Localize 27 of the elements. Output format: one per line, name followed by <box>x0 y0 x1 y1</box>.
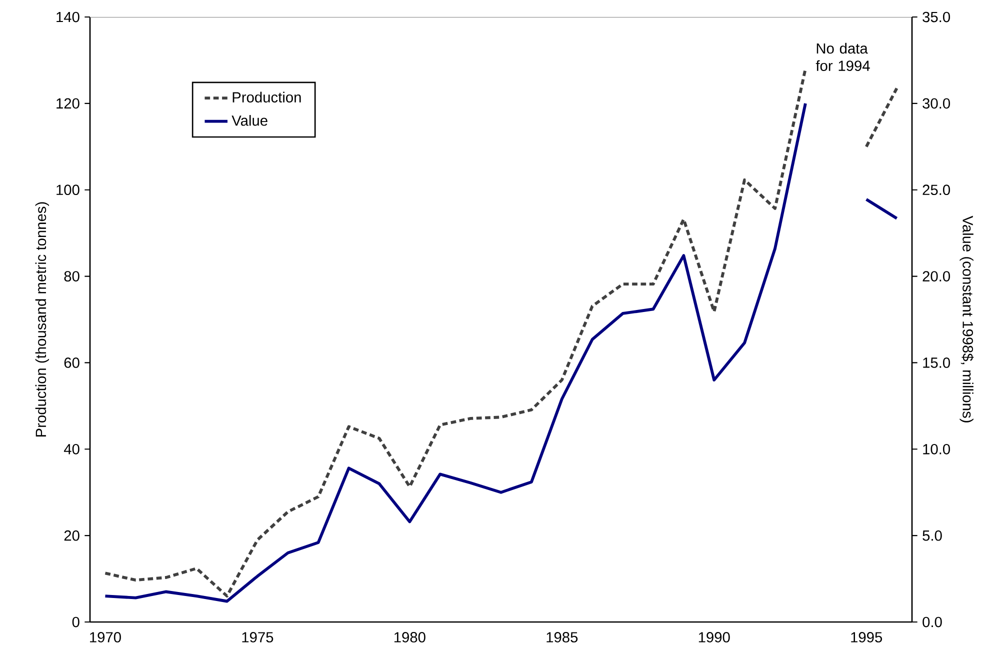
y-axis-title: Production (thousand metric tonnes) <box>35 202 49 436</box>
x-tick-label: 1985 <box>546 632 578 642</box>
x-tick-label: 1970 <box>90 632 121 642</box>
legend-label: Production <box>232 92 301 103</box>
x-tick-label: 1975 <box>242 632 274 642</box>
y2-tick-label: 35.0 <box>922 12 950 22</box>
y-tick-label: 60 <box>64 358 80 368</box>
y2-tick-label: 10.0 <box>923 444 950 454</box>
annotation: No data for 1994 <box>816 42 870 71</box>
y2-tick-label: 0.0 <box>922 616 942 628</box>
x-tick-label: 1980 <box>394 632 426 642</box>
y-tick-label: 80 <box>64 271 80 282</box>
y-tick-label: 120 <box>56 98 80 109</box>
y2-tick-label: 15.0 <box>923 358 950 368</box>
y2-tick-label: 20.0 <box>922 271 950 282</box>
y2-axis-title: Value (constant 1998$, millions) <box>960 216 974 422</box>
legend-label: Value <box>232 115 268 126</box>
y2-tick-label: 25.0 <box>922 184 950 196</box>
x-tick-label: 1990 <box>698 632 730 642</box>
x-tick-label: 1995 <box>851 632 882 642</box>
y-tick-label: 100 <box>56 184 80 196</box>
y2-tick-label: 30.0 <box>922 98 950 109</box>
y-tick-label: 140 <box>56 12 80 22</box>
y-tick-label: 0 <box>72 616 80 628</box>
y2-tick-label: 5.0 <box>922 530 942 541</box>
y-tick-label: 20 <box>64 530 80 541</box>
y-tick-label: 40 <box>64 444 80 454</box>
